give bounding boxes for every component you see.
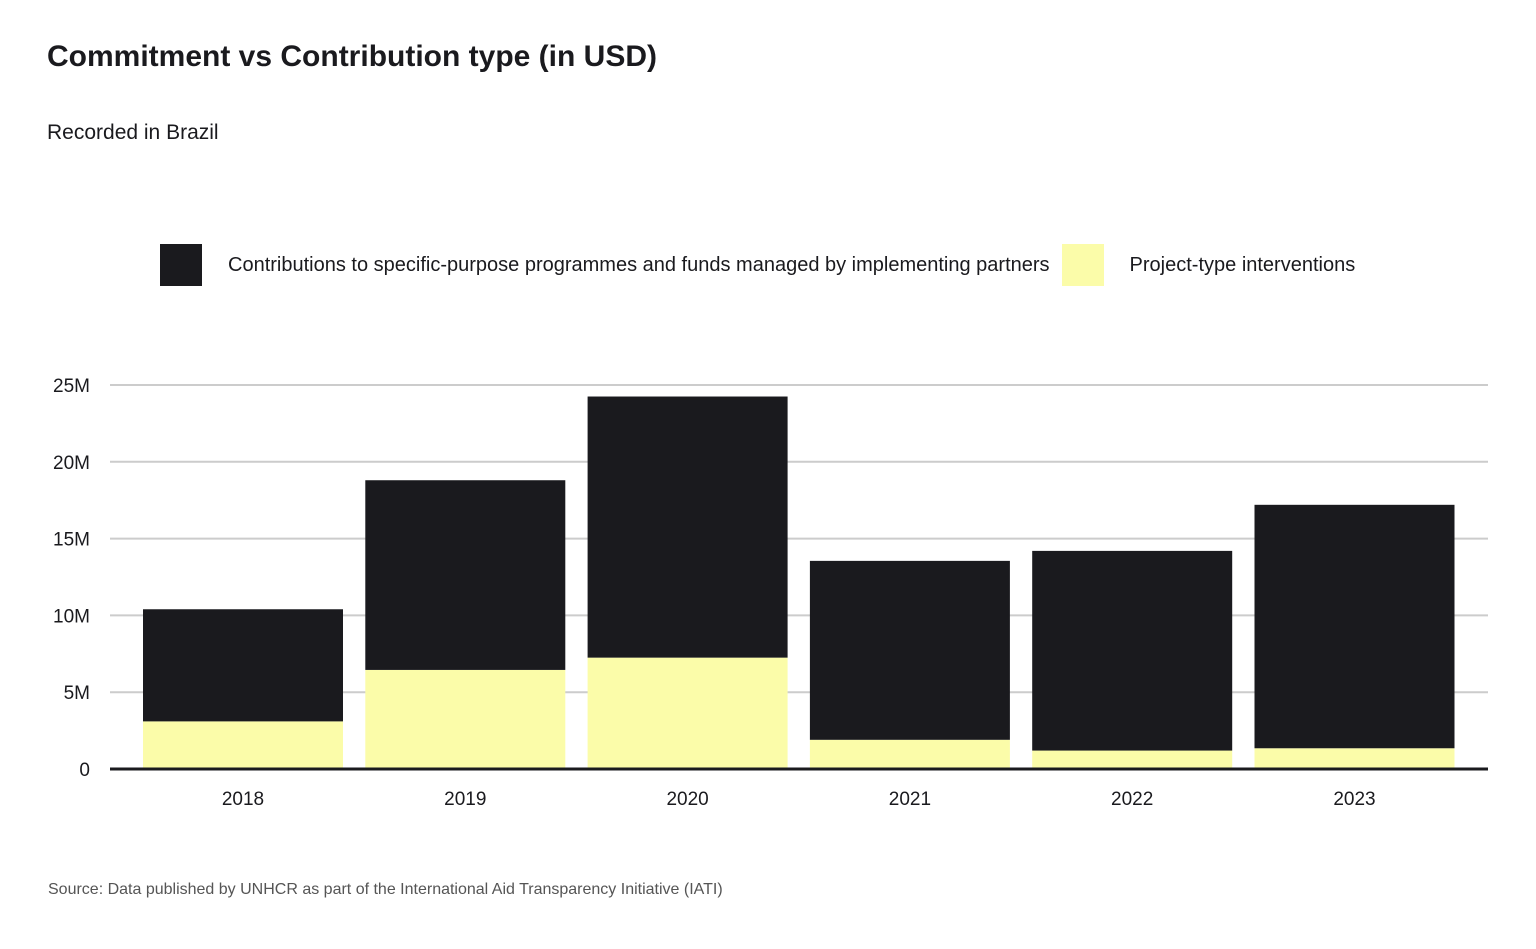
source-note: Source: Data published by UNHCR as part … — [48, 881, 723, 898]
bar-segment-project — [143, 721, 343, 769]
legend-swatch-project — [1061, 244, 1104, 286]
bar-segment-project — [1254, 748, 1455, 769]
x-tick-label: 2019 — [444, 789, 486, 810]
bar-segment-project — [809, 739, 1010, 769]
legend-item-project[interactable]: Project-type interventions — [1061, 244, 1356, 286]
legend-label-project: Project-type interventions — [1129, 253, 1356, 276]
chart-legend: Contributions to specific-purpose progra… — [160, 244, 1355, 286]
legend-swatch-contributions — [160, 244, 202, 286]
y-tick-label: 0 — [79, 760, 90, 781]
legend-label-contributions: Contributions to specific-purpose progra… — [228, 253, 1050, 276]
legend-item-contributions[interactable]: Contributions to specific-purpose progra… — [160, 244, 1050, 286]
bar-segment-contributions — [1032, 550, 1233, 751]
y-tick-label: 25M — [53, 376, 90, 397]
bar-segment-contributions — [365, 480, 566, 670]
y-tick-label: 15M — [53, 530, 90, 551]
y-tick-label: 10M — [53, 606, 90, 627]
x-tick-label: 2021 — [889, 789, 931, 810]
chart-title: Commitment vs Contribution type (in USD) — [47, 40, 657, 73]
bar-segment-contributions — [809, 560, 1010, 740]
bar-segment-contributions — [1254, 504, 1455, 749]
bar-segment-contributions — [587, 396, 788, 658]
x-tick-label: 2018 — [222, 789, 264, 810]
chart-subtitle: Recorded in Brazil — [47, 121, 219, 144]
bar-segment-project — [587, 657, 788, 769]
bar-segment-project — [365, 669, 566, 769]
x-tick-label: 2022 — [1111, 789, 1153, 810]
bar-segment-contributions — [143, 609, 343, 722]
x-tick-label: 2020 — [666, 789, 708, 810]
y-tick-label: 5M — [64, 683, 90, 704]
y-tick-label: 20M — [53, 453, 90, 474]
bar-segment-project — [1032, 750, 1233, 769]
x-tick-label: 2023 — [1333, 789, 1375, 810]
